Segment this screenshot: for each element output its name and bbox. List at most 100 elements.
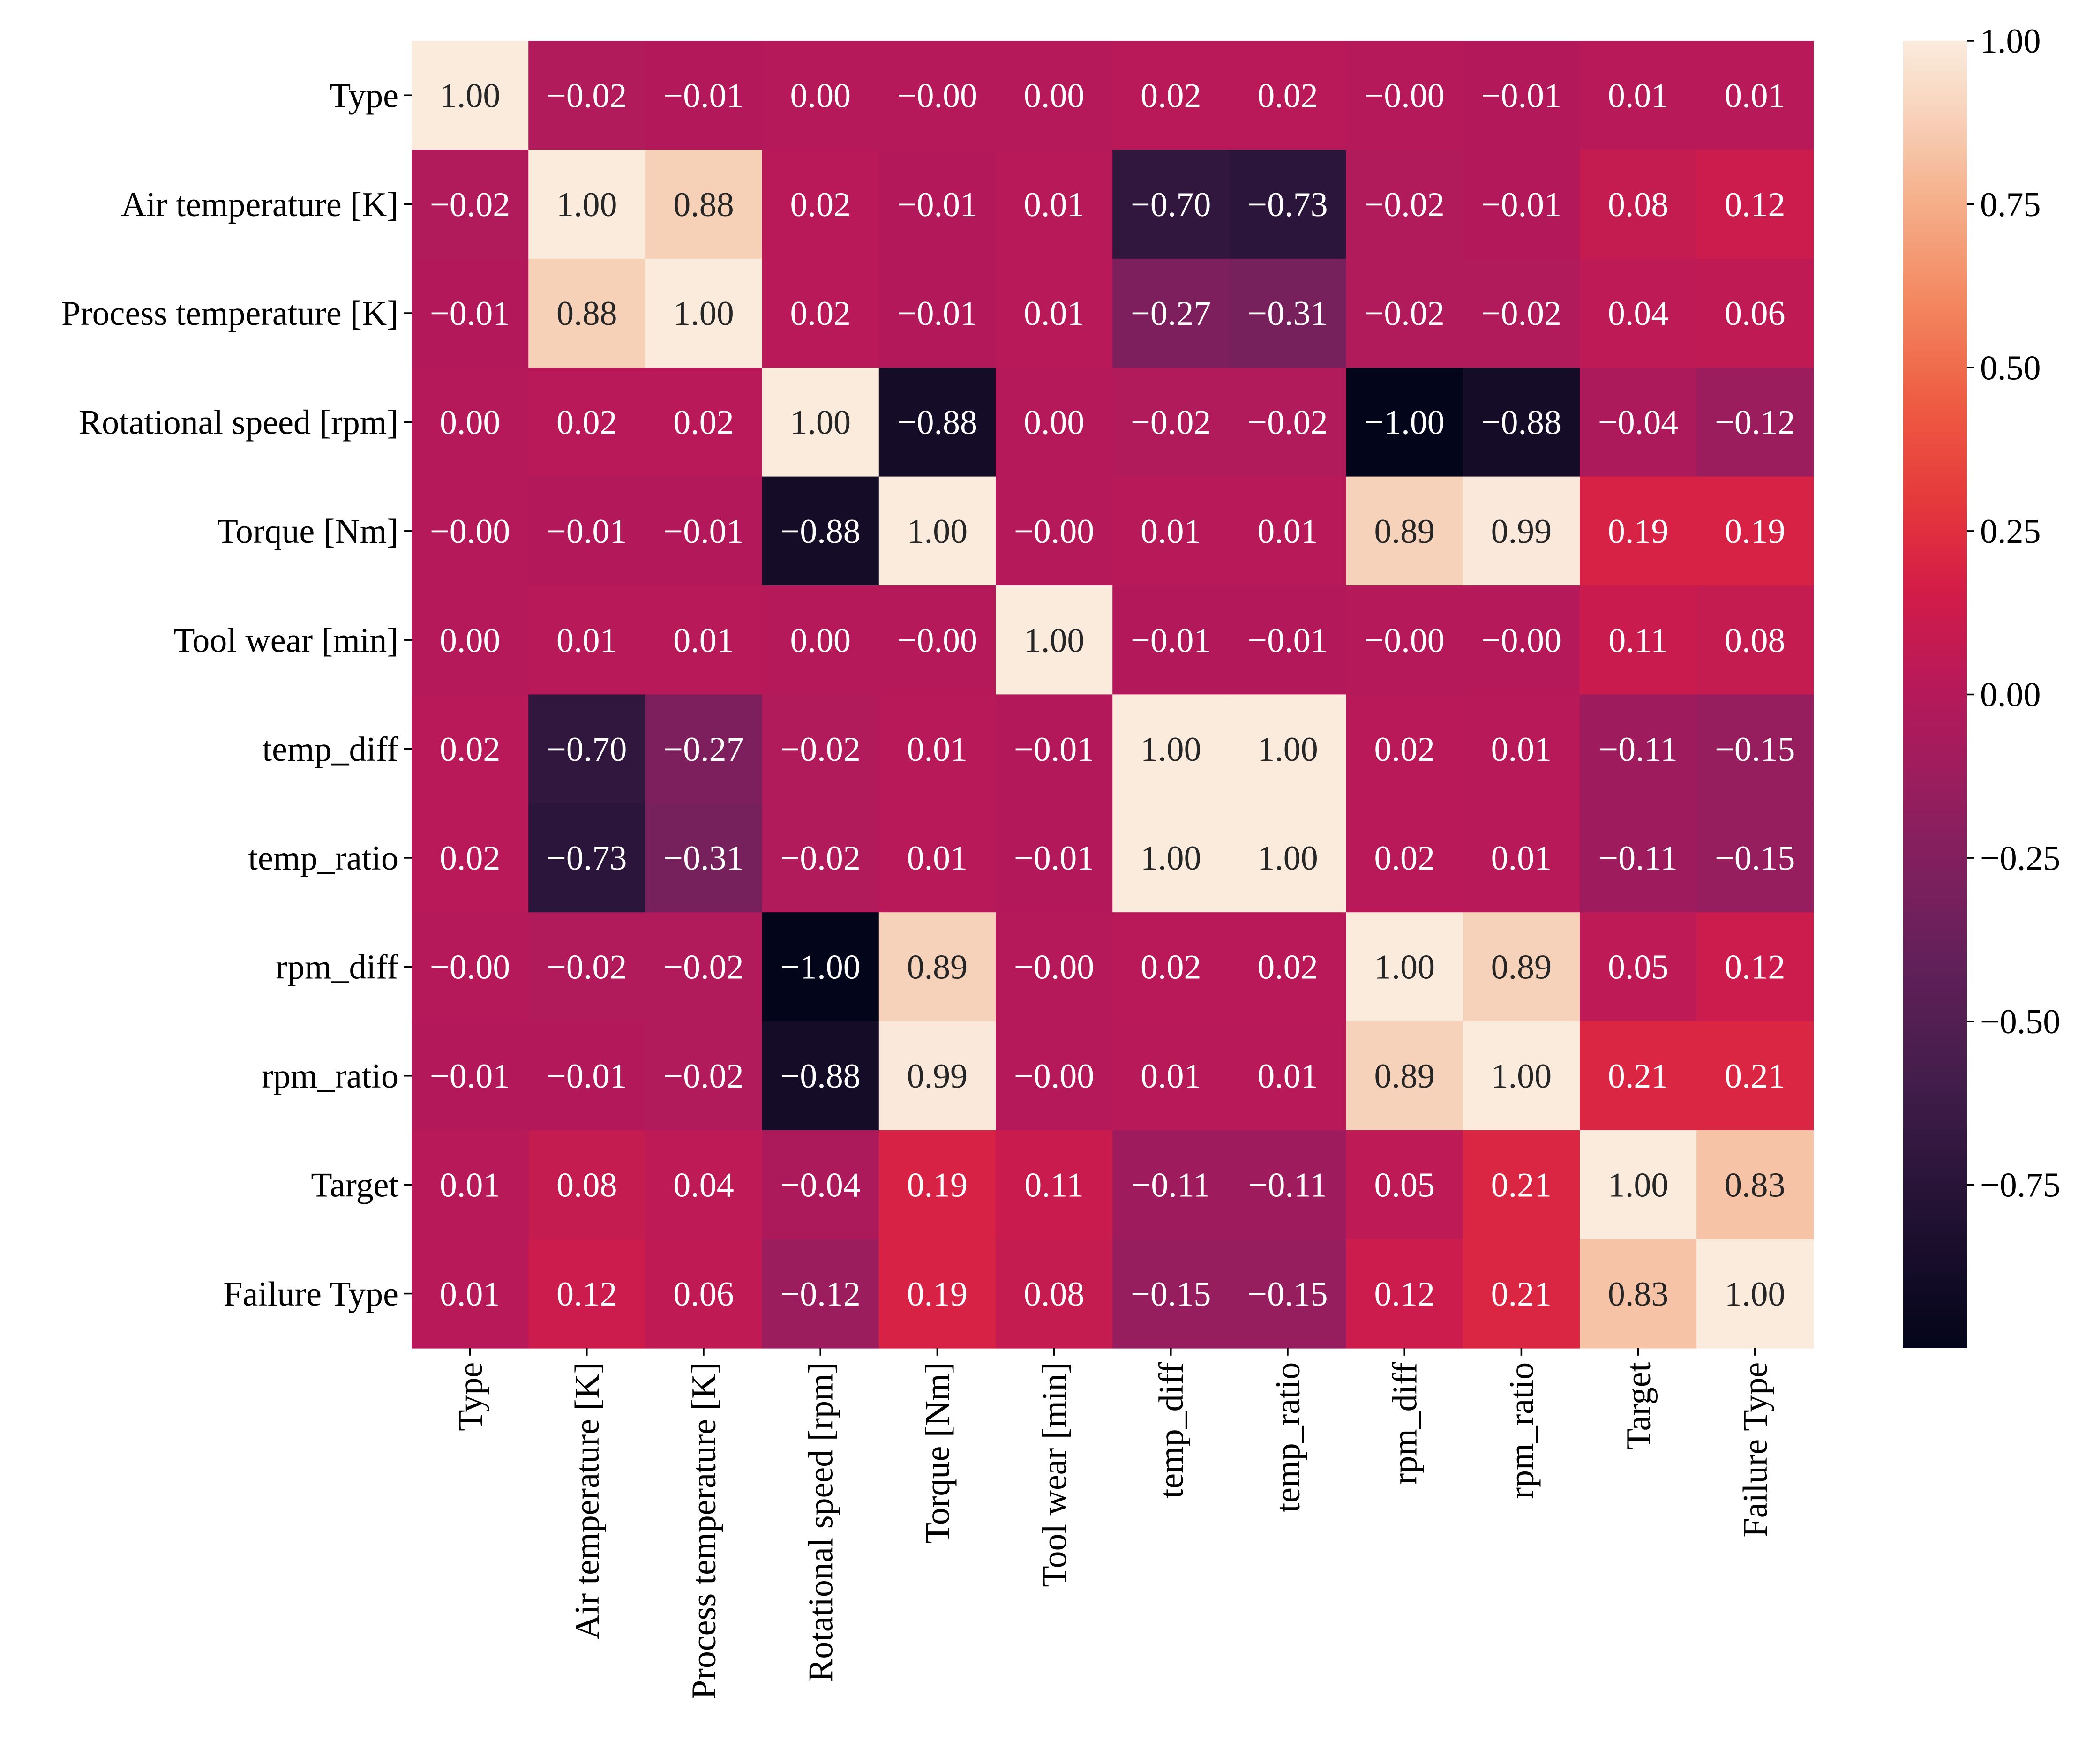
heatmap-cell [1112, 476, 1230, 586]
cell-value-label: 1.00 [1024, 621, 1085, 660]
heatmap-cell [645, 258, 763, 368]
cell-value-label: 0.05 [1374, 1166, 1435, 1204]
column-tick-label: Type [451, 1362, 490, 1431]
heatmap-cell [1696, 694, 1814, 804]
heatmap-cell [1112, 912, 1230, 1022]
cell-value-label: −0.70 [1131, 186, 1211, 224]
colorbar-tick-label: 0.00 [1980, 676, 2041, 714]
colorbar-tick-label: −0.50 [1980, 1003, 2060, 1041]
cell-value-label: 0.12 [1725, 186, 1786, 224]
column-tick-label: Target [1620, 1362, 1658, 1449]
heatmap-cell [1112, 1130, 1230, 1240]
cell-value-label: 0.01 [907, 839, 968, 878]
heatmap-cell [1580, 912, 1697, 1022]
heatmap-cell [996, 258, 1113, 368]
cell-value-label: 0.08 [1725, 621, 1786, 660]
cell-value-label: 0.01 [556, 621, 617, 660]
heatmap-cell [1346, 1021, 1463, 1131]
cell-value-label: −0.01 [663, 512, 743, 551]
cell-value-label: 0.01 [1257, 1057, 1318, 1096]
heatmap-cell [996, 1239, 1113, 1349]
column-axis: Type Air temperature [K] Process temperatu… [451, 1348, 1775, 1699]
cell-value-label: 0.04 [673, 1166, 734, 1204]
cell-value-label: 0.01 [907, 730, 968, 769]
cell-value-label: −0.00 [430, 948, 510, 987]
cell-value-label: −0.01 [1131, 621, 1211, 660]
cell-value-label: 0.21 [1608, 1057, 1669, 1096]
cell-value-label: 0.04 [1608, 294, 1669, 333]
cell-value-label: 0.01 [1257, 512, 1318, 551]
heatmap-cell [645, 694, 763, 804]
heatmap-cell [1346, 150, 1463, 259]
heatmap-cell [762, 368, 879, 477]
cell-value-label: 0.83 [1608, 1275, 1669, 1314]
cell-value-label: 0.19 [1725, 512, 1786, 551]
cell-value-label: 0.11 [1608, 621, 1668, 660]
heatmap-cell [1229, 694, 1347, 804]
heatmap-cell [878, 803, 996, 913]
cell-value-label: −0.11 [1598, 730, 1678, 769]
heatmap-cell [528, 694, 646, 804]
heatmap-cell [412, 694, 529, 804]
heatmap-cell [1463, 258, 1580, 368]
cell-value-label: −0.04 [780, 1166, 861, 1204]
heatmap-cell [528, 585, 646, 695]
cell-value-label: 1.00 [1725, 1275, 1786, 1314]
heatmap-cell [1346, 694, 1463, 804]
heatmap-cell [878, 258, 996, 368]
heatmap-cell [645, 585, 763, 695]
cell-value-label: 0.01 [1141, 1057, 1201, 1096]
heatmap-cell [1229, 1130, 1347, 1240]
cell-value-label: −0.01 [897, 294, 977, 333]
heatmap-cell [645, 1239, 763, 1349]
heatmap-cell [412, 41, 529, 150]
heatmap-cell [1463, 1130, 1580, 1240]
heatmap-cell [1112, 41, 1230, 150]
heatmap-cell [1580, 476, 1697, 586]
heatmap-cell [762, 150, 879, 259]
row-tick-label: Rotational speed [rpm] [79, 404, 398, 442]
cell-value-label: 0.02 [440, 730, 501, 769]
cell-value-label: −0.01 [547, 1057, 627, 1096]
cell-value-label: 0.12 [1725, 948, 1786, 987]
heatmap-cell [1463, 150, 1580, 259]
cell-value-label: 0.02 [1257, 948, 1318, 987]
heatmap-cell [762, 1130, 879, 1240]
heatmap-cell [1580, 803, 1697, 913]
cell-value-label: −0.00 [1014, 948, 1094, 987]
heatmap-cell [1696, 258, 1814, 368]
cell-value-label: 0.00 [790, 621, 851, 660]
cell-value-label: 0.12 [1374, 1275, 1435, 1314]
cell-value-label: −0.00 [1481, 621, 1561, 660]
heatmap-cell [412, 1239, 529, 1349]
cell-value-label: −0.01 [547, 512, 627, 551]
heatmap-cell [996, 1130, 1113, 1240]
heatmap-cell [996, 803, 1113, 913]
cell-value-label: −0.01 [430, 294, 510, 333]
heatmap-cell [996, 585, 1113, 695]
colorbar-tick-label: −0.25 [1980, 839, 2060, 878]
column-tick-label: Air temperature [K] [568, 1362, 607, 1640]
heatmap-cell [762, 476, 879, 586]
cell-value-label: 0.08 [1608, 186, 1669, 224]
heatmap-cell [412, 912, 529, 1022]
row-tick-label: Air temperature [K] [121, 186, 398, 224]
colorbar: 1.00 0.75 0.50 0.25 0.00 −0.25 −0.50 −0.75 [1903, 22, 2060, 1348]
heatmap-cell [1463, 912, 1580, 1022]
cell-value-label: −0.02 [547, 76, 627, 115]
column-tick-label: temp_ratio [1269, 1362, 1307, 1513]
cell-value-label: −0.02 [780, 730, 861, 769]
heatmap-cell [1112, 803, 1230, 913]
heatmap-cell [996, 41, 1113, 150]
row-tick-label: Target [311, 1166, 398, 1204]
cell-value-label: −0.00 [1365, 76, 1445, 115]
heatmap-cell [996, 912, 1113, 1022]
cell-value-label: −0.02 [1131, 404, 1211, 442]
heatmap-cell [412, 1021, 529, 1131]
heatmap-cell [412, 258, 529, 368]
column-tick-label: rpm_ratio [1503, 1362, 1541, 1499]
cell-value-label: 0.99 [907, 1057, 968, 1096]
cell-value-label: −0.02 [430, 186, 510, 224]
cell-value-label: −0.73 [547, 839, 627, 878]
heatmap-cell [1580, 150, 1697, 259]
